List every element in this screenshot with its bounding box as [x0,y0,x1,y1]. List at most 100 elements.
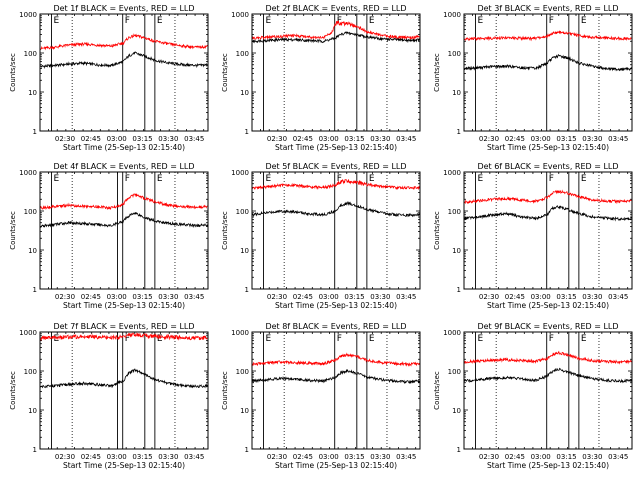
marker-label: F [549,174,554,184]
events-series-line [39,212,208,229]
x-tick-label: 03:15 [556,293,576,301]
y-tick-label: 10 [452,89,461,97]
marker-label: E [477,334,483,344]
x-tick-label: 03:45 [184,293,204,301]
y-tick-label: 1 [457,446,461,454]
y-tick-label: 100 [24,208,37,216]
chart-panel-det-8: Det 8f BLACK = Events, RED = LLD 1 10 100 10… [221,322,421,470]
x-axis-label: Start Time (25-Sep-13 02:15:40) [487,301,609,310]
marker-label: F [549,334,554,344]
x-tick-label: 03:00 [107,453,127,461]
x-tick-label: 03:45 [396,453,416,461]
chart-panel-det-7: Det 7f BLACK = Events, RED = LLD 1 10 100 10… [9,322,209,470]
y-tick-label: 10 [240,407,249,415]
lld-series-line [251,352,421,367]
plot-frame [251,171,421,290]
marker-label: E [581,334,587,344]
x-tick-label: 02:30 [267,135,287,143]
chart-panel-det-9: Det 9f BLACK = Events, RED = LLD 1 10 100 10… [433,322,633,470]
y-axis-label: Counts/sec [433,53,441,92]
x-tick-label: 02:30 [55,293,75,301]
marker-label: E [53,16,59,26]
x-axis-label: Start Time (25-Sep-13 02:15:40) [275,143,397,152]
plot-frame [463,13,633,132]
y-tick-label: 100 [236,368,249,376]
chart-title: Det 7f BLACK = Events, RED = LLD [53,322,194,331]
y-tick-label: 100 [448,50,461,58]
marker-label: E [157,334,163,344]
x-axis-label: Start Time (25-Sep-13 02:15:40) [63,143,185,152]
x-tick-label: 03:00 [107,293,127,301]
x-tick-label: 03:00 [531,135,551,143]
x-tick-label: 02:30 [479,135,499,143]
y-tick-label: 10 [28,407,37,415]
x-tick-label: 03:45 [184,453,204,461]
chart-title: Det 9f BLACK = Events, RED = LLD [477,322,618,331]
y-tick-label: 10 [240,247,249,255]
y-tick-label: 1000 [19,11,37,19]
lld-series-line [463,350,633,365]
x-tick-label: 03:45 [184,135,204,143]
x-tick-label: 03:00 [319,453,339,461]
x-tick-label: 03:15 [344,453,364,461]
marker-label: E [581,16,587,26]
marker-label: E [477,174,483,184]
y-tick-label: 10 [452,407,461,415]
marker-label: E [53,174,59,184]
marker-label: F [337,174,342,184]
x-tick-label: 02:30 [479,453,499,461]
x-tick-label: 03:45 [608,293,628,301]
x-tick-label: 03:30 [582,135,602,143]
marker-label: E [265,16,271,26]
lld-series-line [251,179,421,191]
x-tick-label: 03:15 [344,293,364,301]
chart-title: Det 5f BLACK = Events, RED = LLD [265,162,406,171]
x-tick-label: 03:30 [582,453,602,461]
y-axis-label: Counts/sec [221,211,229,250]
marker-label: E [477,16,483,26]
x-tick-label: 03:15 [132,293,152,301]
chart-panel-det-5: Det 5f BLACK = Events, RED = LLD 1 10 100 10… [221,162,421,310]
y-axis-label: Counts/sec [221,53,229,92]
x-tick-label: 02:45 [293,293,313,301]
y-tick-label: 1000 [231,11,249,19]
events-series-line [251,201,421,218]
y-axis-label: Counts/sec [433,371,441,410]
x-tick-label: 03:30 [370,135,390,143]
marker-label: E [265,174,271,184]
marker-label: F [337,16,342,26]
events-series-line [252,368,421,385]
chart-title: Det 2f BLACK = Events, RED = LLD [265,4,406,13]
x-tick-label: 03:15 [556,135,576,143]
x-axis-label: Start Time (25-Sep-13 02:15:40) [487,461,609,470]
x-tick-label: 02:45 [81,453,101,461]
y-tick-label: 10 [28,89,37,97]
lld-series-line [39,33,209,51]
x-tick-label: 02:45 [81,293,101,301]
events-series-line [251,31,421,44]
x-tick-label: 03:30 [370,453,390,461]
y-tick-label: 10 [240,89,249,97]
marker-label: E [581,174,587,184]
x-tick-label: 03:00 [319,293,339,301]
lld-series-line [463,30,633,42]
x-tick-label: 02:45 [81,135,101,143]
x-tick-label: 02:30 [55,453,75,461]
plot-frame [251,331,421,450]
plot-frame [251,13,421,132]
plot-frame [463,331,633,450]
y-tick-label: 1 [245,286,249,294]
events-series-line [463,205,633,222]
events-series-line [463,54,633,72]
marker-label: F [125,334,130,344]
x-tick-label: 02:30 [267,453,287,461]
lld-series-line [251,20,421,41]
marker-label: E [265,334,271,344]
y-tick-label: 1000 [231,169,249,177]
x-tick-label: 02:45 [293,135,313,143]
x-axis-label: Start Time (25-Sep-13 02:15:40) [63,461,185,470]
x-tick-label: 02:45 [505,453,525,461]
y-axis-label: Counts/sec [9,53,17,92]
marker-label: F [125,16,130,26]
chart-panel-det-3: Det 3f BLACK = Events, RED = LLD 1 10 100 10… [433,4,633,152]
